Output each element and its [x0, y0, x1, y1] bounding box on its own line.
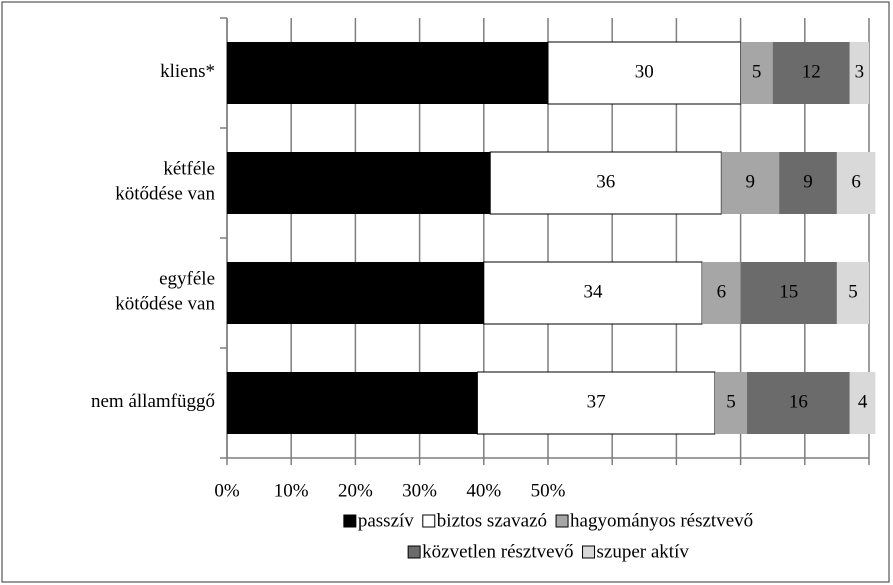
- x-tick-label: 50%: [531, 480, 566, 501]
- bar-segment: [714, 372, 748, 434]
- bar-segment: [702, 262, 741, 324]
- data-label: 5: [848, 281, 858, 302]
- bar-segment: [547, 41, 742, 105]
- category-label: nem államfüggő: [91, 391, 215, 412]
- legend-label: közvetlen résztvevő: [422, 541, 573, 562]
- bar-segment: [836, 152, 876, 214]
- bar-segment: [227, 42, 548, 104]
- legend-label: passzív: [358, 510, 414, 531]
- category-label: kliens*: [160, 61, 215, 82]
- bar-segment: [747, 372, 850, 434]
- legend-label: hagyományos résztvevő: [570, 510, 753, 531]
- category-label: kétféle kötődése van: [115, 159, 215, 205]
- bar-segment: [849, 372, 876, 434]
- legend-swatch: [343, 514, 357, 528]
- data-label: 16: [789, 391, 808, 412]
- bar-segment: [227, 152, 491, 214]
- data-label: 36: [596, 171, 615, 192]
- legend-swatch: [555, 514, 569, 528]
- bar-segment: [740, 42, 773, 104]
- data-label: 9: [803, 171, 813, 192]
- bar-segment: [476, 371, 716, 435]
- data-label: 9: [745, 171, 755, 192]
- bar-segment: [489, 151, 722, 215]
- data-label: 37: [587, 391, 606, 412]
- data-label: 15: [779, 281, 798, 302]
- x-tick-label: 40%: [466, 480, 501, 501]
- bar-segment: [772, 42, 850, 104]
- bar-segment: [849, 42, 869, 104]
- legend-row: közvetlen résztvevő szuper aktív: [407, 541, 690, 562]
- data-label: 30: [635, 61, 654, 82]
- legend-label: biztos szavazó: [437, 510, 547, 531]
- data-label: 5: [752, 61, 762, 82]
- data-label: 5: [726, 391, 736, 412]
- bar-segment: [740, 262, 837, 324]
- data-label: 34: [583, 281, 603, 302]
- data-label: 39: [343, 391, 362, 412]
- x-tick-label: 20%: [338, 480, 373, 501]
- bar-segment: [779, 152, 837, 214]
- data-label: 41: [349, 171, 368, 192]
- x-tick-label: 0%: [214, 480, 240, 501]
- bar-segment: [836, 262, 869, 324]
- bar-segment: [721, 152, 780, 214]
- data-label: 3: [855, 61, 865, 82]
- bar-segment: [483, 261, 703, 325]
- data-label: 12: [802, 61, 821, 82]
- data-label: 4: [858, 391, 868, 412]
- x-tick-label: 10%: [274, 480, 309, 501]
- category-label: egyféle kötődése van: [115, 269, 215, 315]
- data-label: 6: [851, 171, 861, 192]
- legend-label: szuper aktív: [597, 541, 690, 562]
- legend-swatch: [582, 545, 596, 559]
- x-tick-label: 30%: [402, 480, 437, 501]
- bar-segment: [227, 372, 478, 434]
- legend-swatch: [407, 545, 421, 559]
- legend-swatch: [422, 514, 436, 528]
- data-label: 6: [717, 281, 727, 302]
- bar-segment: [227, 262, 484, 324]
- legend-row: passzív biztos szavazó hagyományos résztve…: [343, 510, 753, 531]
- data-label: 50: [378, 61, 397, 82]
- data-label: 40: [346, 281, 365, 302]
